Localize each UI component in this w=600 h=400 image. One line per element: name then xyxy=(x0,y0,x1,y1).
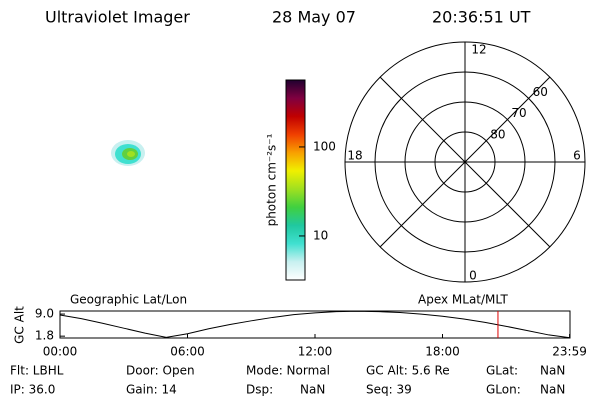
polar-hour-label: 6 xyxy=(573,149,581,163)
info-text: GC Alt: 5.6 Re xyxy=(366,364,450,378)
polar-hour-label: 18 xyxy=(347,149,362,163)
altitude-line xyxy=(59,310,571,339)
time: 20:36:51 UT xyxy=(432,8,531,27)
info-text: GLon: xyxy=(486,383,521,397)
info-text: NaN xyxy=(300,383,325,397)
date: 28 May 07 xyxy=(272,8,356,27)
info-text: Flt: LBHL xyxy=(10,364,64,378)
y-tick-label: 1.8 xyxy=(35,329,54,343)
info-text: NaN xyxy=(540,364,565,378)
colorbar-tick-label: 10 xyxy=(313,228,328,242)
x-tick-label: 00:00 xyxy=(43,345,78,359)
x-tick-label: 18:00 xyxy=(425,345,460,359)
left-label: Geographic Lat/Lon xyxy=(70,293,187,307)
info-text: GLat: xyxy=(486,364,518,378)
colorbar-tick-label: 100 xyxy=(313,139,336,153)
info-text: IP: 36.0 xyxy=(10,383,55,397)
right-label: Apex MLat/MLT xyxy=(418,293,508,307)
y-tick-label: 9.0 xyxy=(35,307,54,321)
colorbar xyxy=(285,79,306,281)
polar-ring-label: 60 xyxy=(533,85,548,99)
colorbar-label: photon cm⁻²s⁻¹ xyxy=(265,133,279,226)
y-axis-label: GC Alt xyxy=(13,306,27,344)
x-tick-label: 23:59 xyxy=(552,345,587,359)
info-text: Mode: Normal xyxy=(246,364,330,378)
info-text: NaN xyxy=(540,383,565,397)
x-tick-label: 06:00 xyxy=(170,345,205,359)
polar-hour-label: 0 xyxy=(469,269,477,283)
plot-frame xyxy=(59,310,571,339)
polar-hour-label: 12 xyxy=(471,43,486,57)
aurora-image xyxy=(111,140,145,166)
info-text: Seq: 39 xyxy=(366,383,412,397)
x-tick-label: 12:00 xyxy=(298,345,333,359)
info-text: Door: Open xyxy=(126,364,195,378)
polar-ring-label: 80 xyxy=(490,127,505,141)
info-text: Dsp: xyxy=(246,383,273,397)
polar-ring-label: 70 xyxy=(511,106,526,120)
polar-spoke xyxy=(379,76,551,248)
info-text: Gain: 14 xyxy=(126,383,177,397)
title: Ultraviolet Imager xyxy=(45,8,190,27)
